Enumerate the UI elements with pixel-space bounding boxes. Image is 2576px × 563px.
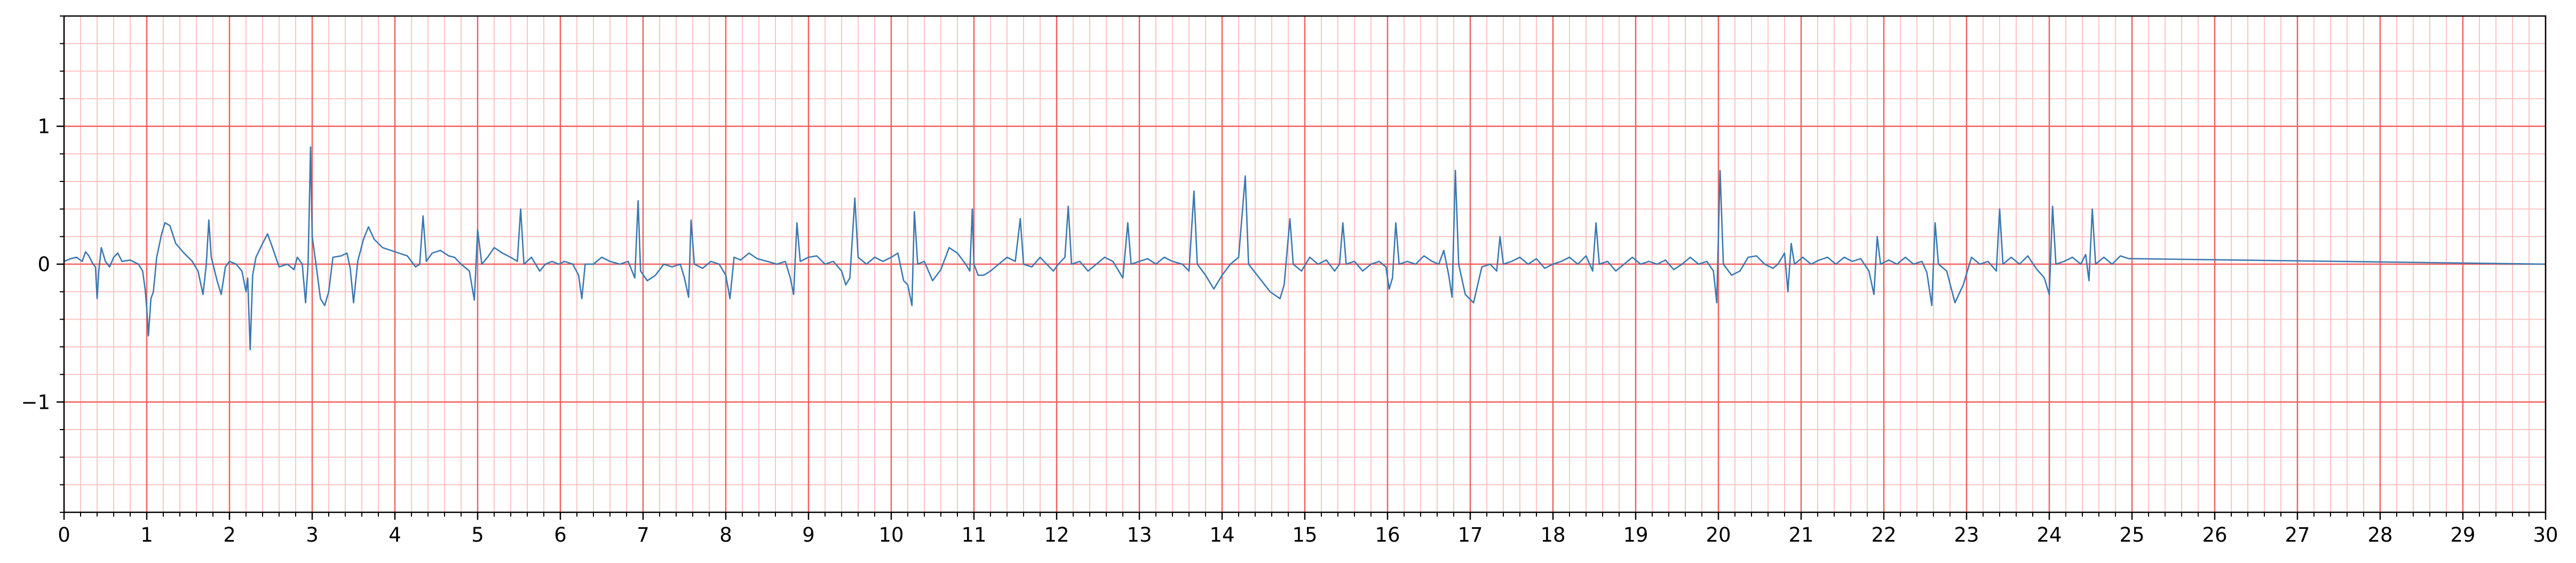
x-tick-label: 22 [1871, 524, 1896, 546]
x-tick-label: 27 [2285, 524, 2310, 546]
x-tick-label: 3 [306, 524, 319, 546]
axes [57, 15, 2547, 520]
x-tick-label: 8 [719, 524, 732, 546]
x-tick-label: 19 [1623, 524, 1648, 546]
major-grid [63, 16, 2547, 512]
x-tick-label: 23 [1954, 524, 1979, 546]
x-tick-label: 5 [471, 524, 484, 546]
x-tick-label: 21 [1788, 524, 1813, 546]
y-tick-label: 0 [37, 253, 50, 276]
y-tick-label: 1 [37, 115, 50, 138]
x-tick-label: 24 [2036, 524, 2062, 546]
data-series [64, 146, 2546, 351]
x-tick-label: 13 [1127, 524, 1152, 546]
x-tick-label: 20 [1706, 524, 1731, 546]
x-tick-label: 0 [58, 524, 70, 546]
x-tick-label: 2 [223, 524, 236, 546]
y-tick-label: −1 [21, 391, 50, 414]
x-tick-label: 30 [2533, 524, 2558, 546]
signal-line [64, 146, 2546, 351]
x-tick-label: 26 [2202, 524, 2227, 546]
x-tick-label: 10 [878, 524, 903, 546]
x-tick-label: 1 [140, 524, 153, 546]
x-tick-label: 18 [1540, 524, 1565, 546]
x-tick-label: 25 [2119, 524, 2144, 546]
x-tick-label: 7 [637, 524, 649, 546]
x-tick-label: 11 [961, 524, 986, 546]
x-tick-label: 28 [2367, 524, 2392, 546]
x-tick-label: 12 [1044, 524, 1069, 546]
x-tick-label: 4 [389, 524, 401, 546]
x-tick-label: 9 [802, 524, 815, 546]
y-tick-labels: −1 0 1 [21, 115, 50, 414]
x-tick-label: 6 [554, 524, 567, 546]
x-tick-labels: 0 1 2 3 4 5 6 7 8 9 10 11 12 13 14 15 16 17 18 19 20 21 22 23 24… [58, 524, 2558, 546]
x-tick-label: 14 [1209, 524, 1234, 546]
x-tick-label: 15 [1292, 524, 1317, 546]
x-tick-label: 29 [2450, 524, 2475, 546]
x-tick-label: 16 [1375, 524, 1400, 546]
x-tick-label: 17 [1457, 524, 1483, 546]
